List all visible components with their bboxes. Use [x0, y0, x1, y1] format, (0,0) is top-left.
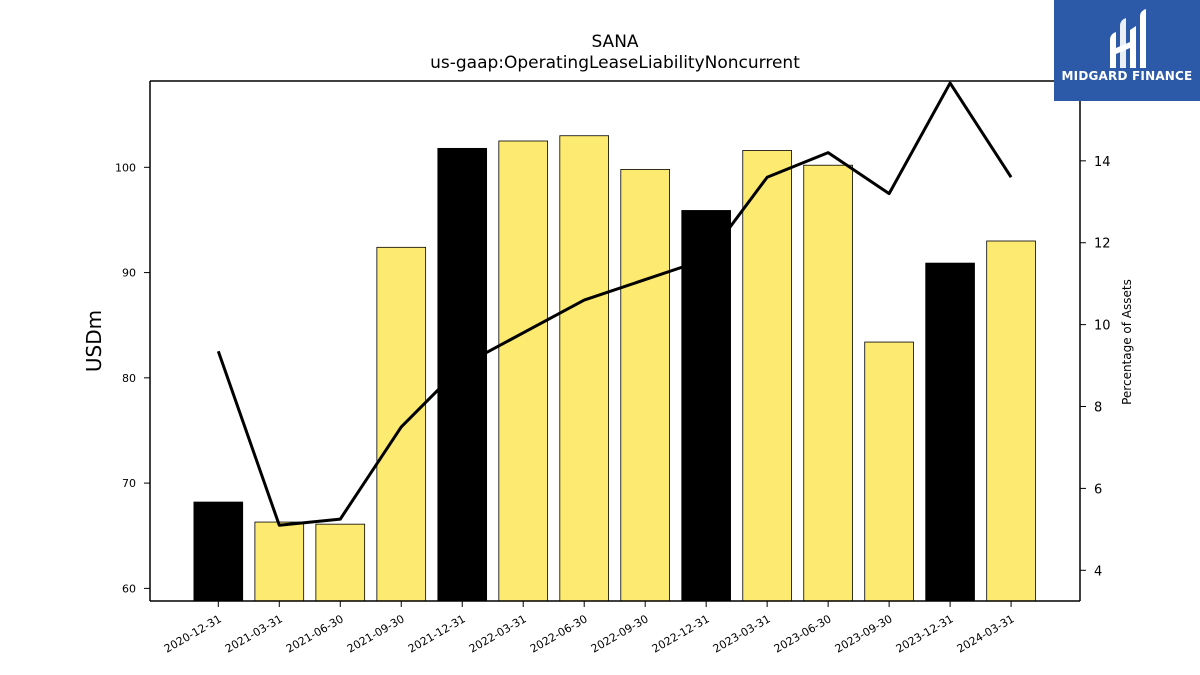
x-tick-label: 2022-12-31	[650, 612, 712, 655]
series-line	[216, 81, 1013, 527]
y2-tick-label: 14	[1094, 155, 1111, 170]
bar	[498, 140, 549, 602]
y-tick-label: 60	[122, 582, 136, 595]
y-tick-label: 100	[115, 161, 136, 174]
x-tick-label: 2020-12-31	[162, 612, 224, 655]
x-tick-label: 2023-09-30	[833, 612, 895, 655]
bar	[376, 246, 427, 602]
y2-tick-label: 8	[1094, 401, 1102, 416]
bar	[681, 210, 731, 602]
bar	[437, 147, 488, 602]
x-tick-label: 2022-09-30	[589, 612, 651, 655]
y2-axis-label: Percentage of Assets	[1120, 279, 1134, 405]
bar	[315, 523, 366, 602]
bar	[925, 262, 975, 602]
y2-tick-label: 12	[1094, 237, 1111, 252]
y2-tick-label: 6	[1094, 482, 1102, 497]
y-tick-label: 90	[122, 267, 136, 280]
bar	[864, 341, 914, 602]
bar	[620, 169, 670, 602]
bar	[254, 521, 305, 602]
bar	[986, 240, 1036, 602]
x-tick-label: 2023-06-30	[772, 612, 834, 655]
y-tick-label: 80	[122, 372, 136, 385]
chart-subtitle: us-gaap:OperatingLeaseLiabilityNoncurren…	[430, 53, 800, 73]
bar	[742, 150, 792, 602]
bar	[803, 164, 853, 602]
x-tick-label: 2022-03-31	[467, 612, 529, 655]
x-tick-label: 2023-12-31	[894, 612, 956, 655]
x-tick-label: 2022-06-30	[528, 612, 590, 655]
x-tick-label: 2021-06-30	[284, 612, 346, 655]
logo-text: MIDGARD FINANCE	[1061, 69, 1193, 83]
x-tick-label: 2023-03-31	[711, 612, 773, 655]
y-tick-label: 70	[122, 477, 136, 490]
bar	[193, 501, 244, 602]
midgard-logo-icon	[1110, 9, 1146, 68]
y-axis-label: USDm	[82, 310, 106, 372]
bar	[559, 135, 609, 602]
x-tick-label: 2021-03-31	[223, 612, 285, 655]
y2-tick-label: 10	[1094, 319, 1111, 334]
y2-tick-label: 4	[1094, 564, 1102, 579]
x-tick-label: 2024-03-31	[955, 612, 1017, 655]
chart-title: SANA	[591, 32, 639, 52]
x-tick-label: 2021-09-30	[345, 612, 407, 655]
x-tick-label: 2021-12-31	[406, 612, 468, 655]
brand-logo: MIDGARD FINANCE	[1054, 0, 1200, 101]
